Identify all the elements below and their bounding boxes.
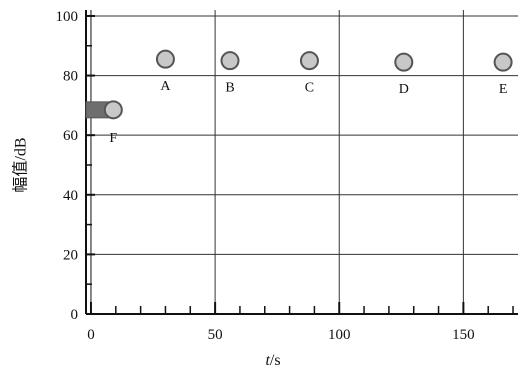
point-e — [493, 52, 513, 72]
y-axis-title: 幅值/dB — [12, 137, 30, 192]
x-axis-title-unit: /s — [270, 352, 281, 369]
point-f — [103, 100, 123, 120]
axes — [85, 10, 518, 315]
x-axis-title: t/s — [265, 352, 280, 369]
x-tick-label-150: 150 — [452, 327, 475, 343]
point-label-e: E — [499, 82, 508, 97]
y-tick-label-60: 60 — [63, 128, 78, 144]
x-tick-label-0: 0 — [87, 327, 95, 343]
data-points — [85, 49, 513, 120]
point-a — [155, 49, 175, 69]
labels: 0 20 40 60 80 100 0 50 100 150 A B C D E F — [56, 9, 508, 343]
point-label-b: B — [225, 81, 234, 96]
y-tick-label-100: 100 — [56, 9, 79, 25]
point-label-a: A — [160, 79, 171, 94]
y-tick-label-40: 40 — [63, 188, 78, 204]
x-tick-label-100: 100 — [328, 327, 351, 343]
y-tick-label-80: 80 — [63, 69, 78, 85]
point-d — [394, 52, 414, 72]
point-c — [299, 51, 319, 71]
y-tick-label-0: 0 — [71, 307, 79, 323]
x-axis-title-variable: t — [265, 352, 270, 369]
point-label-c: C — [305, 81, 314, 96]
point-b — [220, 51, 240, 71]
point-label-d: D — [399, 82, 409, 97]
axis-ticks — [86, 14, 514, 315]
x-tick-label-50: 50 — [208, 327, 223, 343]
grid-lines — [86, 10, 518, 314]
y-tick-label-20: 20 — [63, 247, 78, 263]
point-label-f: F — [109, 131, 117, 146]
